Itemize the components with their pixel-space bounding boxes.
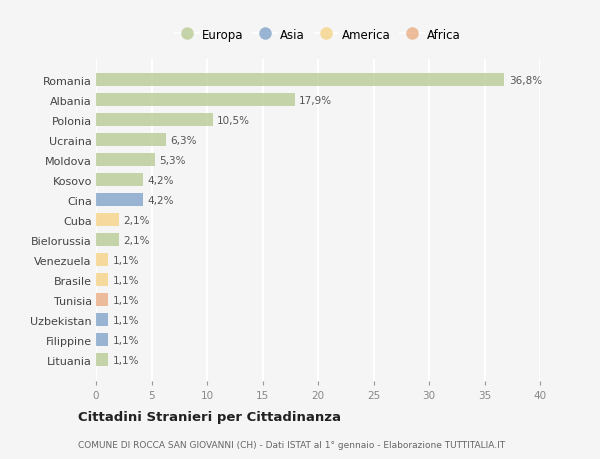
Bar (96, 234, 119, 247)
Text: 1,1%: 1,1% (113, 275, 139, 285)
Bar (96, 294, 108, 307)
Text: 10,5%: 10,5% (217, 116, 250, 126)
Bar (96, 94, 295, 107)
Text: 6,3%: 6,3% (170, 135, 197, 146)
Bar (96, 214, 119, 227)
Bar (96, 174, 143, 187)
Legend: Europa, Asia, America, Africa: Europa, Asia, America, Africa (170, 24, 466, 46)
Bar (96, 334, 108, 347)
Bar (96, 134, 166, 147)
Text: Cittadini Stranieri per Cittadinanza: Cittadini Stranieri per Cittadinanza (78, 410, 341, 423)
Bar (96, 274, 108, 286)
Text: 1,1%: 1,1% (113, 255, 139, 265)
Text: 2,1%: 2,1% (124, 215, 150, 225)
Bar (96, 313, 108, 326)
Bar (96, 353, 108, 366)
Text: 17,9%: 17,9% (299, 96, 332, 106)
Text: 1,1%: 1,1% (113, 295, 139, 305)
Text: COMUNE DI ROCCA SAN GIOVANNI (CH) - Dati ISTAT al 1° gennaio - Elaborazione TUTT: COMUNE DI ROCCA SAN GIOVANNI (CH) - Dati… (78, 441, 505, 449)
Bar (96, 154, 155, 167)
Text: 1,1%: 1,1% (113, 335, 139, 345)
Bar (96, 114, 212, 127)
Bar (96, 254, 108, 267)
Bar (96, 74, 505, 87)
Text: 36,8%: 36,8% (509, 76, 542, 86)
Bar (96, 194, 143, 207)
Text: 2,1%: 2,1% (124, 235, 150, 245)
Text: 1,1%: 1,1% (113, 355, 139, 365)
Text: 5,3%: 5,3% (159, 156, 186, 166)
Text: 1,1%: 1,1% (113, 315, 139, 325)
Text: 4,2%: 4,2% (147, 196, 173, 205)
Text: 4,2%: 4,2% (147, 175, 173, 185)
